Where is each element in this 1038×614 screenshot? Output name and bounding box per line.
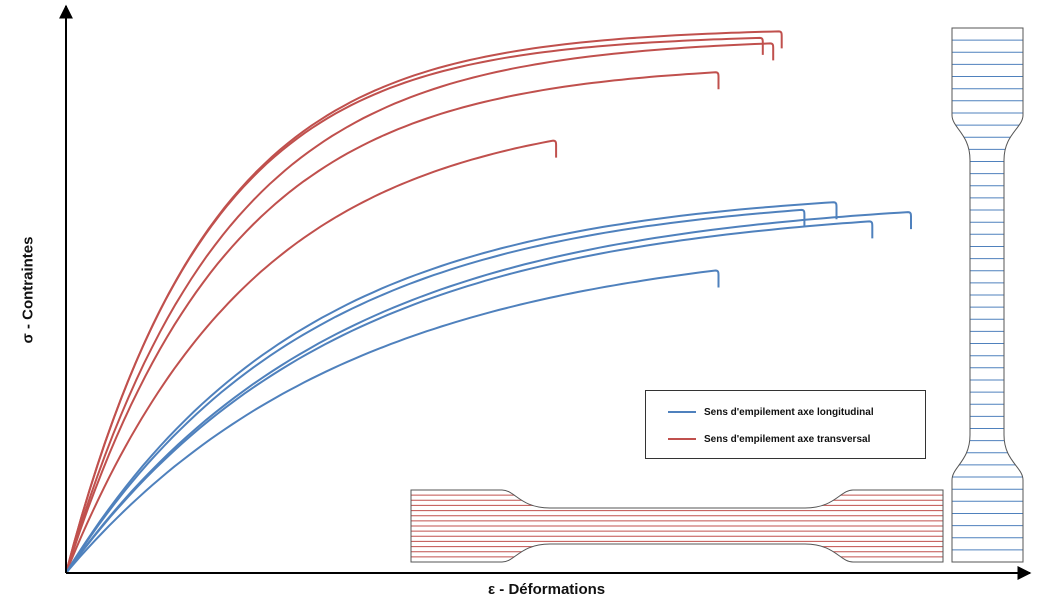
legend-entry-longitudinal: Sens d'empilement axe longitudinal bbox=[668, 405, 874, 419]
specimen-transversal bbox=[410, 489, 944, 563]
legend-swatch-transversal bbox=[668, 438, 696, 440]
legend-swatch-longitudinal bbox=[668, 411, 696, 413]
legend: Sens d'empilement axe longitudinal Sens … bbox=[645, 390, 926, 459]
curve-transversal-5 bbox=[65, 139, 558, 574]
curve-transversal-1 bbox=[65, 30, 783, 574]
curve-longitudinal-5 bbox=[65, 269, 720, 574]
curve-transversal-3 bbox=[65, 42, 775, 574]
curve-longitudinal-1 bbox=[65, 201, 838, 574]
curves-layer bbox=[65, 30, 912, 574]
curve-transversal-2 bbox=[65, 36, 764, 574]
legend-entry-transversal: Sens d'empilement axe transversal bbox=[668, 432, 870, 446]
curve-longitudinal-3 bbox=[65, 211, 912, 574]
curve-longitudinal-2 bbox=[65, 208, 806, 574]
specimen-longitudinal bbox=[951, 27, 1024, 563]
x-axis-title: ε - Déformations bbox=[488, 581, 606, 598]
curve-longitudinal-4 bbox=[65, 220, 874, 574]
legend-label-transversal: Sens d'empilement axe transversal bbox=[704, 433, 871, 445]
legend-label-longitudinal: Sens d'empilement axe longitudinal bbox=[704, 406, 874, 418]
curve-transversal-4 bbox=[65, 71, 720, 574]
y-axis-title: σ - Contraintes bbox=[19, 236, 37, 344]
